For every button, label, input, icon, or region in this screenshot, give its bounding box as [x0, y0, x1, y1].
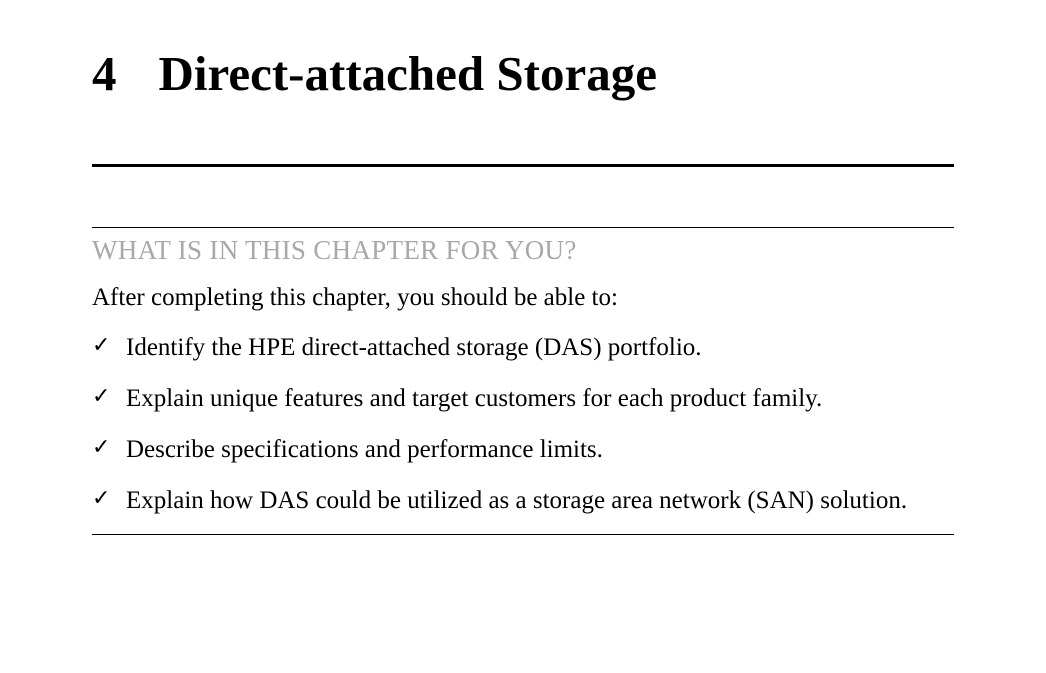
objective-text: Explain unique features and target custo…: [126, 381, 954, 416]
check-icon: ✓: [92, 483, 126, 514]
section-intro: After completing this chapter, you shoul…: [92, 284, 954, 312]
chapter-section-box: WHAT IS IN THIS CHAPTER FOR YOU? After c…: [92, 164, 954, 535]
list-item: ✓ Identify the HPE direct-attached stora…: [92, 330, 954, 365]
chapter-number: 4: [92, 45, 117, 102]
list-item: ✓ Describe specifications and performanc…: [92, 432, 954, 467]
chapter-section-inner: WHAT IS IN THIS CHAPTER FOR YOU? After c…: [92, 227, 954, 535]
chapter-title: Direct-attached Storage: [159, 45, 657, 102]
objective-text: Explain how DAS could be utilized as a s…: [126, 483, 954, 518]
objectives-list: ✓ Identify the HPE direct-attached stora…: [92, 330, 954, 518]
check-icon: ✓: [92, 432, 126, 463]
check-icon: ✓: [92, 330, 126, 361]
list-item: ✓ Explain unique features and target cus…: [92, 381, 954, 416]
list-item: ✓ Explain how DAS could be utilized as a…: [92, 483, 954, 518]
objective-text: Identify the HPE direct-attached storage…: [126, 330, 954, 365]
chapter-heading: 4 Direct-attached Storage: [92, 45, 954, 102]
objective-text: Describe specifications and performance …: [126, 432, 954, 467]
check-icon: ✓: [92, 381, 126, 412]
section-header: WHAT IS IN THIS CHAPTER FOR YOU?: [92, 235, 954, 266]
